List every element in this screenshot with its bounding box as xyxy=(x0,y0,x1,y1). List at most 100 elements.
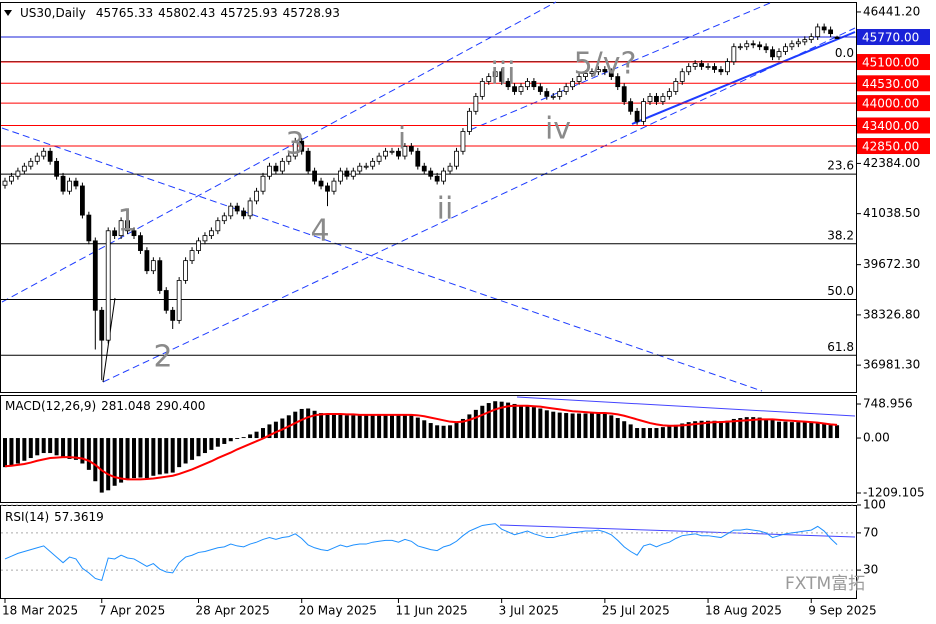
macd-bar xyxy=(261,428,265,439)
candle-body xyxy=(279,160,285,172)
level-label: 45770.00 xyxy=(862,31,919,45)
candle-body xyxy=(699,63,704,67)
candle-body xyxy=(131,230,137,237)
candle-body xyxy=(834,36,840,39)
fib-label: 23.6 xyxy=(827,159,854,173)
candle-body xyxy=(576,76,582,82)
level-tag xyxy=(857,95,930,112)
value: 290.400 xyxy=(156,399,206,413)
candle-body xyxy=(505,81,511,88)
candle-body xyxy=(208,230,214,237)
candle-body xyxy=(344,170,350,177)
macd-bar xyxy=(222,438,227,444)
candle-body xyxy=(325,185,330,192)
high: 45802.43 xyxy=(158,6,215,20)
macd-bar xyxy=(764,418,769,439)
candle-body xyxy=(241,210,247,217)
candle-body xyxy=(789,43,795,48)
macd-bar xyxy=(3,438,7,468)
candle-body xyxy=(41,150,47,157)
candle-body xyxy=(725,61,730,73)
macd-bar xyxy=(138,438,143,478)
candle-body xyxy=(396,150,401,157)
macd-bar xyxy=(351,415,356,439)
macd-bar xyxy=(577,413,582,439)
y-tick-label: 36981.30 xyxy=(863,358,920,372)
candle-body xyxy=(176,280,182,321)
macd-bar xyxy=(209,438,214,450)
candle-body xyxy=(170,309,176,321)
candle-body xyxy=(9,175,14,182)
macd-bar xyxy=(654,428,659,439)
rsi-title: RSI(14) 57.3619 xyxy=(5,510,104,524)
candle-body xyxy=(267,165,272,177)
symbol: US30,Daily xyxy=(20,6,86,20)
macd-bar xyxy=(609,415,614,439)
candle-body xyxy=(221,215,227,222)
candle-body xyxy=(215,220,221,232)
candle-body xyxy=(357,165,363,172)
channel-line xyxy=(1,1,557,303)
candle-body xyxy=(705,66,711,68)
macd-bar xyxy=(596,413,601,439)
macd-bar xyxy=(280,418,285,439)
candle-body xyxy=(299,140,305,152)
candle-body xyxy=(163,290,169,311)
macd-bar xyxy=(196,438,201,457)
macd-bar xyxy=(409,415,414,439)
macd-bar xyxy=(738,418,743,439)
macd-bar xyxy=(680,423,685,439)
candle-body xyxy=(608,71,614,77)
candle-body xyxy=(802,39,808,43)
macd-bar xyxy=(725,420,730,439)
macd-bar xyxy=(35,438,40,456)
candle-body xyxy=(73,180,79,187)
level-label: 45100.00 xyxy=(862,56,919,70)
x-tick-label: 28 Apr 2025 xyxy=(196,604,270,618)
wave-label: iii xyxy=(490,57,515,92)
candle-body xyxy=(350,170,356,177)
candle-body xyxy=(21,165,27,172)
candle-body xyxy=(112,230,118,237)
macd-bar xyxy=(499,401,504,439)
close: 45728.93 xyxy=(283,6,340,20)
candle-body xyxy=(331,180,337,192)
candle-body xyxy=(312,170,318,182)
candle-body xyxy=(150,260,156,272)
macd-bar xyxy=(467,414,472,439)
candle-body xyxy=(731,46,737,63)
macd-bar xyxy=(493,401,498,439)
candle-body xyxy=(370,160,376,167)
channel-line xyxy=(102,27,856,383)
macd-bar xyxy=(319,413,324,439)
candle-body xyxy=(234,205,240,212)
macd-bar xyxy=(615,418,620,439)
candle-body xyxy=(389,150,395,153)
menu-arrow xyxy=(4,10,12,16)
candle-body xyxy=(512,86,517,92)
macd-bar xyxy=(757,417,762,439)
macd-bar xyxy=(73,438,78,460)
level-tag xyxy=(857,54,930,71)
macd-bar xyxy=(473,409,478,439)
candle-body xyxy=(750,43,756,46)
candle-body xyxy=(28,160,34,167)
candle-body xyxy=(118,220,124,237)
macd-bar xyxy=(538,408,543,439)
wave-label: iv xyxy=(545,112,571,147)
macd-bar xyxy=(48,438,53,454)
x-tick-label: 18 Mar 2025 xyxy=(2,604,78,618)
macd-bar xyxy=(822,423,827,439)
macd-bar xyxy=(648,428,652,439)
macd-bar xyxy=(506,402,511,439)
macd-bar xyxy=(61,438,66,459)
candle-body xyxy=(808,36,814,41)
macd-bar xyxy=(151,438,156,476)
candle-body xyxy=(80,185,85,216)
macd-bar xyxy=(602,413,607,439)
macd-bar xyxy=(28,438,33,459)
macd-bar xyxy=(390,414,394,439)
candle-body xyxy=(479,81,485,97)
candle-body xyxy=(737,46,743,49)
candle-body xyxy=(795,41,801,45)
